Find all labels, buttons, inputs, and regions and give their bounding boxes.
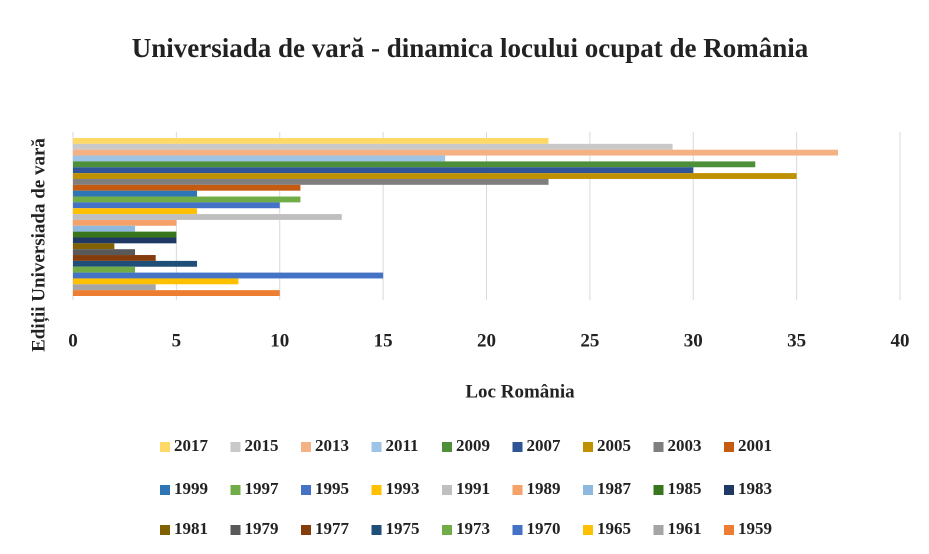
- legend-label: 1975: [386, 519, 420, 538]
- legend-swatch: [724, 485, 734, 495]
- legend-label: 2005: [597, 436, 631, 455]
- x-axis-title: Loc România: [465, 381, 575, 402]
- legend-swatch: [653, 485, 664, 495]
- legend-swatch: [653, 525, 664, 535]
- x-tick-label: 15: [374, 330, 393, 351]
- legend-label: 2015: [245, 436, 279, 455]
- legend-swatch: [371, 442, 382, 452]
- bar: [73, 178, 549, 185]
- legend-swatch: [442, 525, 452, 535]
- bar: [73, 231, 177, 238]
- bar: [73, 214, 342, 220]
- legend-label: 1993: [386, 479, 420, 498]
- x-tick-label: 5: [172, 330, 182, 351]
- legend-label: 2013: [315, 436, 349, 455]
- legend-swatch: [230, 442, 241, 452]
- legend-label: 1991: [456, 479, 490, 498]
- legend-swatch: [583, 442, 593, 452]
- legend-label: 2011: [386, 436, 419, 455]
- x-tick-label: 25: [580, 330, 599, 351]
- legend-label: 1973: [456, 519, 490, 538]
- legend-label: 1983: [738, 479, 772, 498]
- legend-label: 2007: [527, 436, 562, 455]
- x-tick-label: 20: [477, 330, 496, 351]
- legend-swatch: [512, 485, 523, 495]
- legend-swatch: [160, 485, 170, 495]
- bar: [73, 284, 156, 291]
- bar: [73, 138, 549, 144]
- x-tick-label: 10: [270, 330, 289, 351]
- legend-swatch: [371, 485, 382, 495]
- legend-swatch: [301, 485, 311, 495]
- legend-swatch: [653, 442, 664, 452]
- legend-label: 1987: [597, 479, 632, 498]
- legend-label: 1970: [527, 519, 561, 538]
- bar: [73, 184, 301, 191]
- x-tick-label: 40: [891, 330, 910, 351]
- legend-swatch: [512, 525, 523, 535]
- bar: [73, 155, 446, 162]
- legend-label: 1989: [527, 479, 561, 498]
- bar: [73, 249, 136, 256]
- bar: [73, 190, 198, 197]
- bar: [73, 196, 301, 203]
- legend-label: 2003: [668, 436, 702, 455]
- legend-label: 2017: [174, 436, 209, 455]
- bar: [73, 143, 673, 150]
- legend-swatch: [301, 525, 311, 535]
- bar: [73, 266, 136, 273]
- legend-swatch: [160, 442, 170, 452]
- legend-swatch: [160, 525, 170, 535]
- bar: [73, 237, 177, 244]
- x-tick-label: 30: [684, 330, 703, 351]
- bar: [73, 260, 198, 267]
- legend-swatch: [512, 442, 523, 452]
- bar: [73, 167, 694, 174]
- bar: [73, 161, 756, 168]
- legend-swatch: [442, 442, 452, 452]
- legend-swatch: [371, 525, 382, 535]
- bar: [73, 272, 384, 279]
- chart-title: Universiada de vară - dinamica locului o…: [131, 33, 809, 63]
- legend-label: 1995: [315, 479, 349, 498]
- bar: [73, 149, 838, 156]
- bar: [73, 243, 115, 250]
- legend-swatch: [230, 525, 241, 535]
- bar: [73, 173, 797, 179]
- legend-label: 1985: [668, 479, 702, 498]
- legend-label: 1979: [245, 519, 279, 538]
- legend-label: 1959: [738, 519, 772, 538]
- bar: [73, 202, 280, 209]
- bar: [73, 290, 280, 296]
- legend-swatch: [583, 525, 593, 535]
- legend-label: 1961: [668, 519, 702, 538]
- legend-swatch: [583, 485, 593, 495]
- bar: [73, 278, 239, 285]
- bar: [73, 208, 198, 215]
- x-tick-label: 35: [787, 330, 806, 351]
- legend-label: 2009: [456, 436, 490, 455]
- legend-swatch: [301, 442, 311, 452]
- legend-swatch: [724, 525, 734, 535]
- bar: [73, 219, 177, 226]
- legend-label: 1965: [597, 519, 631, 538]
- legend-label: 1999: [174, 479, 208, 498]
- legend-label: 1977: [315, 519, 350, 538]
- y-axis-title: Ediții Universiada de vară: [28, 138, 49, 352]
- bar: [73, 225, 136, 232]
- legend-swatch: [230, 485, 241, 495]
- legend-label: 2001: [738, 436, 772, 455]
- bar: [73, 255, 156, 261]
- legend-label: 1997: [245, 479, 280, 498]
- legend-swatch: [724, 442, 734, 452]
- legend-swatch: [442, 485, 452, 495]
- x-tick-label: 0: [68, 330, 78, 351]
- legend-label: 1981: [174, 519, 208, 538]
